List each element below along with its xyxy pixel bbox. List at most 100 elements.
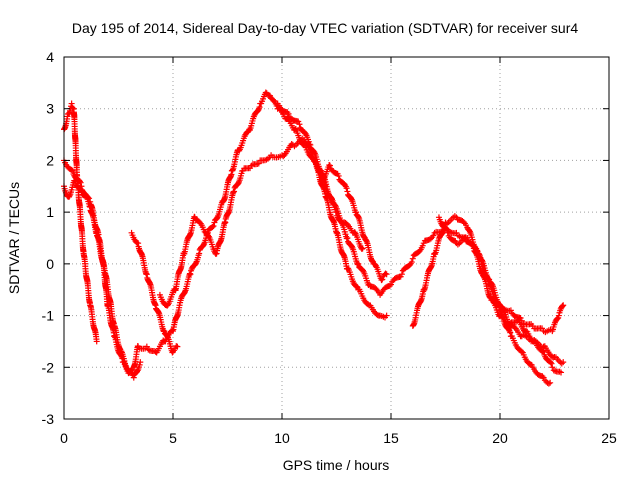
data-point-marker [558,369,565,376]
data-point-marker [344,188,351,195]
data-point-marker [398,271,405,278]
interpolated-marker [559,302,566,309]
interpolated-marker [443,226,450,233]
x-tick-label: 20 [492,430,508,446]
data-point-marker [547,379,554,386]
data-point-marker [326,162,333,169]
x-tick-label: 15 [383,430,399,446]
data-point-marker [388,281,394,288]
data-point-marker [505,322,512,329]
interpolated-marker [320,175,327,182]
data-point-marker [555,312,562,319]
interpolated-marker [255,107,262,114]
interpolated-marker [68,166,75,173]
data-point-marker [379,276,386,283]
interpolated-marker [295,118,302,125]
interpolated-marker [507,329,514,336]
data-point-marker [93,338,100,345]
interpolated-marker [209,223,216,230]
data-point-marker [560,359,567,366]
interpolated-marker [553,316,560,323]
chart-title: Day 195 of 2014, Sidereal Day-to-day VTE… [72,20,578,36]
data-point-marker [335,172,342,179]
interpolated-marker [554,315,561,322]
interpolated-marker [235,180,242,187]
plot-frame [63,56,610,420]
data-point-marker [462,235,469,241]
series-track-9 [435,214,565,376]
interpolated-marker [66,193,73,200]
y-tick-label: 1 [46,204,54,220]
data-point-marker [507,307,514,314]
x-tick-label: 5 [169,430,177,446]
data-point-marker [383,271,390,278]
data-point-marker [355,260,362,267]
interpolated-marker [200,242,207,249]
y-tick-label: -3 [42,411,55,427]
interpolated-marker [547,359,554,366]
interpolated-marker [270,97,277,104]
interpolated-marker [358,246,365,253]
interpolated-marker [348,243,355,250]
interpolated-marker [382,270,389,277]
interpolated-marker [443,225,450,232]
data-point-marker [540,374,547,381]
interpolated-marker [164,333,171,340]
interpolated-marker [545,380,552,387]
data-point-marker [359,245,366,252]
data-point-marker [174,343,181,350]
x-tick-label: 10 [274,430,290,446]
interpolated-marker [558,303,565,310]
interpolated-marker [118,348,125,355]
data-point-marker [78,183,85,190]
interpolated-marker [256,104,263,111]
interpolated-marker [134,368,141,375]
data-point-marker [444,229,451,236]
data-point-marker [549,364,556,371]
interpolated-marker [76,178,83,185]
data-point-marker [518,348,525,355]
data-point-marker [187,271,194,278]
interpolated-marker [311,149,318,156]
y-tick-label: -1 [42,308,55,324]
data-point-marker [560,302,567,309]
series-track-4 [128,229,181,356]
interpolated-marker [408,259,415,266]
interpolated-marker [136,361,143,368]
series-track-3 [61,157,144,381]
y-tick-label: 4 [46,49,54,65]
interpolated-marker [255,160,262,167]
interpolated-marker [77,179,84,186]
interpolated-marker [210,222,217,229]
interpolated-marker [556,368,563,375]
interpolated-marker [348,195,355,202]
interpolated-marker [386,282,393,289]
series-track-2 [61,89,567,377]
x-tick-labels: 0 5 10 15 20 25 [60,430,617,446]
series-track-5 [156,135,390,321]
data-point-marker [68,100,75,107]
interpolated-marker [517,315,524,322]
data-point-marker [540,348,547,355]
data-point-marker [383,312,390,319]
interpolated-marker [145,346,152,353]
interpolated-marker [466,227,473,234]
data-point-marker [196,250,203,257]
data-point-marker [143,343,150,350]
data-point-marker [344,235,351,241]
data-point-marker [307,141,314,148]
y-tick-label: -2 [42,359,55,375]
interpolated-marker [267,92,274,99]
interpolated-marker [378,277,385,284]
x-tick-label: 25 [601,430,617,446]
interpolated-marker [469,241,476,248]
data-series [61,89,567,387]
interpolated-marker [86,203,93,210]
data-point-marker [69,167,76,174]
data-point-marker [137,359,144,366]
y-tick-label: 3 [46,101,54,117]
interpolated-marker [548,360,555,367]
interpolated-marker [539,348,546,355]
y-tick-label: 0 [46,256,54,272]
